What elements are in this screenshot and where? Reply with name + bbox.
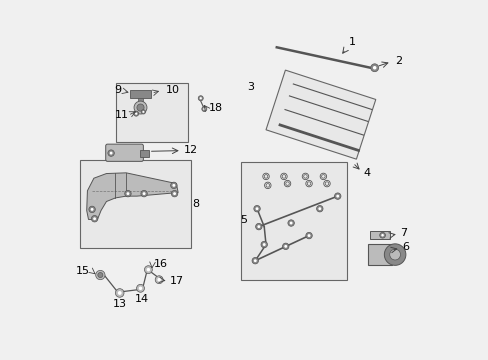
Circle shape bbox=[251, 257, 258, 264]
Text: 4: 4 bbox=[363, 168, 370, 178]
Circle shape bbox=[89, 206, 95, 213]
Circle shape bbox=[253, 206, 260, 212]
Circle shape bbox=[135, 113, 137, 115]
Bar bbox=[241, 162, 346, 280]
Bar bbox=[369, 231, 389, 239]
FancyBboxPatch shape bbox=[105, 144, 143, 161]
Circle shape bbox=[316, 206, 323, 212]
Circle shape bbox=[141, 110, 145, 114]
Circle shape bbox=[255, 207, 258, 210]
Circle shape bbox=[139, 287, 142, 290]
Circle shape bbox=[108, 150, 114, 156]
Text: 11: 11 bbox=[115, 110, 129, 120]
Text: 14: 14 bbox=[135, 294, 149, 304]
Text: 1: 1 bbox=[348, 37, 355, 47]
Text: 6: 6 bbox=[402, 242, 408, 252]
Circle shape bbox=[171, 190, 178, 197]
Text: 3: 3 bbox=[247, 82, 254, 93]
Bar bbox=[116, 83, 188, 142]
Bar bbox=[130, 90, 150, 98]
Circle shape bbox=[109, 152, 112, 154]
Circle shape bbox=[370, 64, 378, 72]
Circle shape bbox=[381, 234, 383, 237]
Circle shape bbox=[262, 243, 265, 246]
Bar bbox=[367, 244, 391, 265]
Circle shape bbox=[334, 193, 340, 199]
Text: 9: 9 bbox=[114, 85, 121, 95]
Circle shape bbox=[141, 190, 147, 197]
Circle shape bbox=[336, 195, 339, 198]
Circle shape bbox=[133, 111, 139, 116]
Polygon shape bbox=[265, 70, 375, 159]
Circle shape bbox=[372, 66, 376, 69]
Text: 12: 12 bbox=[183, 145, 197, 155]
Circle shape bbox=[96, 270, 105, 280]
Text: 16: 16 bbox=[154, 258, 168, 269]
Circle shape bbox=[379, 232, 385, 238]
Circle shape bbox=[389, 249, 400, 260]
Circle shape bbox=[198, 96, 203, 101]
Circle shape bbox=[134, 101, 147, 114]
Circle shape bbox=[91, 216, 98, 222]
Circle shape bbox=[144, 266, 152, 274]
Text: 18: 18 bbox=[208, 103, 223, 113]
Circle shape bbox=[93, 217, 96, 220]
Circle shape bbox=[282, 243, 288, 249]
Polygon shape bbox=[86, 173, 178, 220]
Circle shape bbox=[90, 208, 93, 211]
Circle shape bbox=[157, 278, 161, 282]
Circle shape bbox=[203, 108, 205, 110]
Circle shape bbox=[172, 184, 175, 187]
Circle shape bbox=[137, 104, 144, 111]
Circle shape bbox=[305, 232, 312, 239]
Circle shape bbox=[289, 222, 292, 225]
Circle shape bbox=[257, 225, 260, 228]
Circle shape bbox=[318, 207, 321, 210]
Text: 17: 17 bbox=[169, 276, 183, 286]
Text: 10: 10 bbox=[165, 85, 179, 95]
Circle shape bbox=[284, 245, 286, 248]
Circle shape bbox=[142, 111, 144, 113]
Bar bbox=[80, 160, 190, 248]
Circle shape bbox=[170, 182, 177, 189]
Circle shape bbox=[307, 234, 310, 237]
Circle shape bbox=[136, 284, 144, 292]
Text: 8: 8 bbox=[192, 199, 199, 210]
Circle shape bbox=[202, 107, 206, 112]
Text: 13: 13 bbox=[112, 299, 126, 309]
Circle shape bbox=[146, 268, 150, 271]
Circle shape bbox=[173, 192, 176, 195]
Circle shape bbox=[253, 259, 256, 262]
Circle shape bbox=[255, 224, 262, 230]
Bar bbox=[137, 98, 143, 104]
Circle shape bbox=[199, 97, 202, 99]
Circle shape bbox=[155, 276, 163, 284]
Circle shape bbox=[126, 192, 129, 195]
Circle shape bbox=[142, 192, 145, 195]
Circle shape bbox=[98, 273, 102, 277]
Text: 15: 15 bbox=[76, 266, 89, 276]
Circle shape bbox=[115, 289, 124, 297]
Text: 5: 5 bbox=[240, 215, 246, 225]
Circle shape bbox=[384, 244, 405, 265]
Circle shape bbox=[98, 273, 102, 278]
Text: 2: 2 bbox=[394, 56, 402, 66]
Text: 7: 7 bbox=[400, 228, 407, 238]
Circle shape bbox=[261, 241, 267, 248]
Circle shape bbox=[124, 190, 131, 197]
Circle shape bbox=[287, 220, 294, 226]
Circle shape bbox=[118, 291, 122, 295]
Bar bbox=[140, 149, 148, 157]
